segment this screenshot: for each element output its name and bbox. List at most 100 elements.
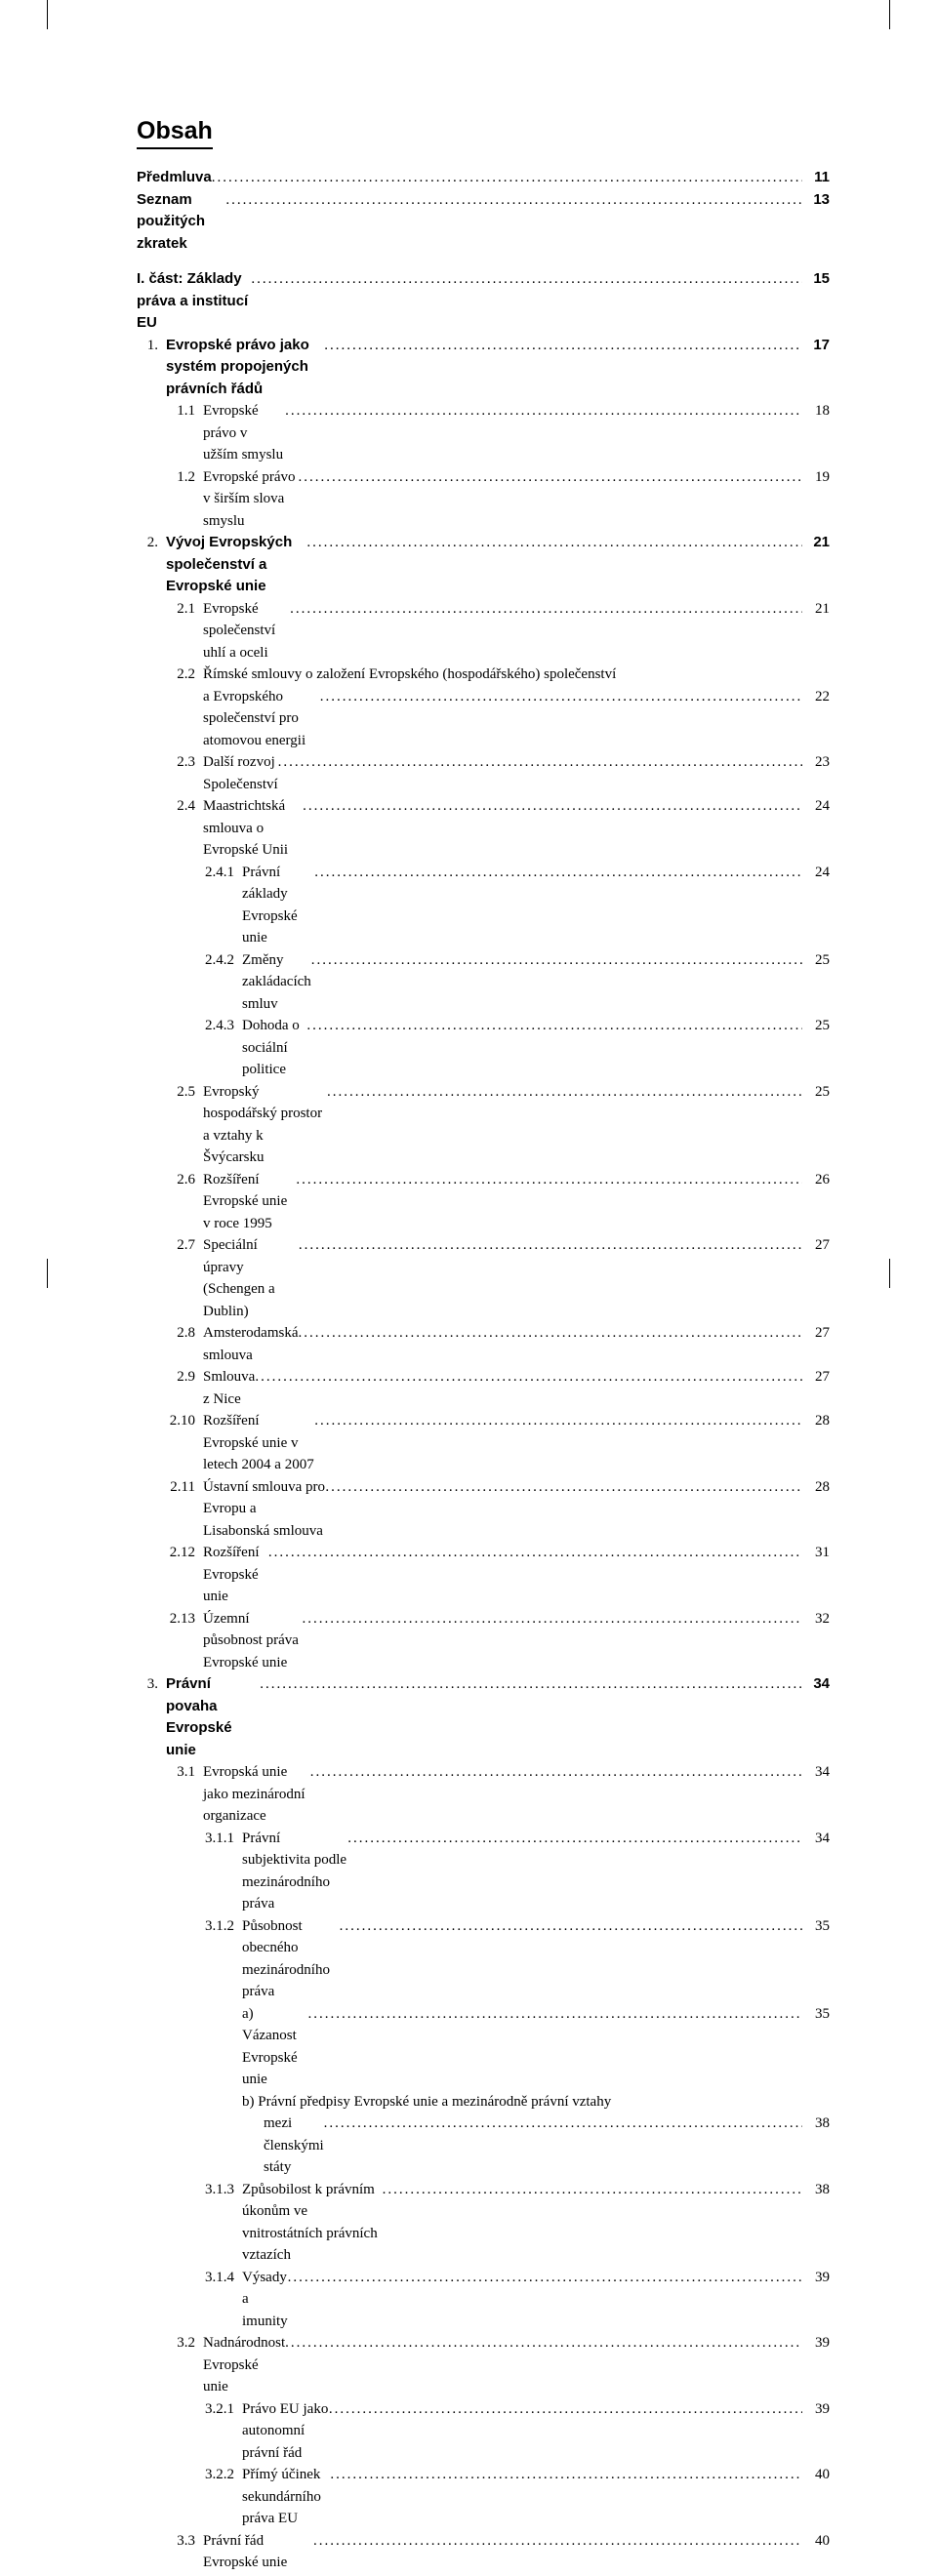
entry-number: 2.8 — [137, 1322, 203, 1345]
leader-dots — [290, 598, 802, 621]
entry-label: Amsterodamská smlouva — [203, 1322, 298, 1366]
toc-entry: 2.3Další rozvoj Společenství23 — [137, 751, 830, 795]
toc-entry: a) Vázanost Evropské unie35 — [137, 2003, 830, 2091]
entry-number: 3.3 — [137, 2530, 203, 2553]
entry-number: 3.1.4 — [137, 2267, 242, 2289]
entry-page: 35 — [802, 2003, 830, 2026]
entry-label: Evropský hospodářský prostor a vztahy k … — [203, 1081, 327, 1169]
entry-page: 28 — [802, 1410, 830, 1432]
entry-label: Nadnárodnost Evropské unie — [203, 2332, 285, 2398]
entry-page: 18 — [802, 400, 830, 423]
toc-entry: 3.Právní povaha Evropské unie34 — [137, 1673, 830, 1761]
toc-entry: I. část: Základy práva a institucí EU15 — [137, 268, 830, 335]
toc-entry: 3.2.2Přímý účinek sekundárního práva EU4… — [137, 2464, 830, 2530]
entry-page: 21 — [802, 598, 830, 621]
toc-entry: 2.4.2Změny zakládacích smluv25 — [137, 949, 830, 1016]
toc-entry: 3.1Evropská unie jako mezinárodní organi… — [137, 1761, 830, 1828]
leader-dots — [296, 1169, 802, 1191]
entry-page: 27 — [802, 1366, 830, 1389]
toc-entry: 1.1Evropské právo v užším smyslu18 — [137, 400, 830, 466]
toc-entry: 2.7Speciální úpravy (Schengen a Dublin)2… — [137, 1234, 830, 1322]
leader-dots — [308, 2003, 803, 2026]
toc-entry: 3.3Právní řád Evropské unie jako „svazku… — [137, 2530, 830, 2576]
entry-page: 39 — [802, 2332, 830, 2355]
entry-label: Rozšíření Evropské unie — [203, 1542, 268, 1608]
toc-entry: 1.Evropské právo jako systém propojených… — [137, 335, 830, 401]
leader-dots — [225, 189, 802, 212]
entry-page: 39 — [802, 2267, 830, 2289]
entry-number: 2.1 — [137, 598, 203, 621]
entry-page: 13 — [802, 189, 830, 212]
toc-entry: 2.12Rozšíření Evropské unie31 — [137, 1542, 830, 1608]
leader-dots — [303, 1608, 803, 1630]
entry-number: 1.2 — [137, 466, 203, 489]
leader-dots — [299, 1234, 802, 1257]
entry-label: Evropské právo v užším smyslu — [203, 400, 285, 466]
leader-dots — [303, 795, 802, 818]
leader-dots — [285, 2332, 802, 2355]
entry-label: Evropská unie jako mezinárodní organizac… — [203, 1761, 310, 1828]
leader-dots — [310, 1761, 802, 1784]
entry-page: 26 — [802, 1169, 830, 1191]
entry-label: Způsobilost k právním úkonům ve vnitrost… — [242, 2179, 383, 2267]
entry-number: 2.4 — [137, 795, 203, 818]
entry-label: Působnost obecného mezinárodního práva — [242, 1915, 340, 2003]
entry-label: Smlouva z Nice — [203, 1366, 255, 1410]
entry-page: 24 — [802, 862, 830, 884]
entry-page: 19 — [802, 466, 830, 489]
entry-number: 3.1 — [137, 1761, 203, 1784]
toc-entry-continuation: mezi členskými státy38 — [137, 2113, 830, 2179]
entry-label: Evropské právo jako systém propojených p… — [166, 335, 324, 401]
entry-label: Změny zakládacích smluv — [242, 949, 311, 1016]
entry-label: Výsady a imunity — [242, 2267, 288, 2333]
entry-page: 22 — [802, 686, 830, 708]
leader-dots — [313, 2530, 802, 2553]
entry-label: Právní řád Evropské unie jako „svazku st… — [203, 2530, 313, 2576]
entry-label: Rozšíření Evropské unie v letech 2004 a … — [203, 1410, 314, 1476]
spacer — [137, 255, 830, 268]
entry-number: 2.4.1 — [137, 862, 242, 884]
entry-label: Speciální úpravy (Schengen a Dublin) — [203, 1234, 299, 1322]
crop-mark — [47, 1259, 48, 1288]
entry-page: 23 — [802, 751, 830, 774]
leader-dots — [298, 1322, 802, 1345]
entry-page: 15 — [802, 268, 830, 291]
toc-entry: 3.1.2Působnost obecného mezinárodního pr… — [137, 1915, 830, 2003]
entry-label: Evropské právo v širším slova smyslu — [203, 466, 298, 533]
entry-page: 21 — [802, 532, 830, 554]
leader-dots — [325, 1476, 802, 1499]
entry-label: Další rozvoj Společenství — [203, 751, 278, 795]
entry-page: 28 — [802, 1476, 830, 1499]
entry-label: a Evropského společenství pro atomovou e… — [203, 686, 320, 752]
entry-number: 3.2.2 — [137, 2464, 242, 2486]
leader-dots — [320, 686, 802, 708]
entry-number: 3.1.3 — [137, 2179, 242, 2201]
crop-mark — [889, 1259, 890, 1288]
entry-number: 2.9 — [137, 1366, 203, 1389]
toc-entry: 2.4.3Dohoda o sociální politice25 — [137, 1015, 830, 1081]
entry-label: Evropské společenství uhlí a oceli — [203, 598, 290, 664]
leader-dots — [327, 1081, 802, 1104]
entry-label: mezi členskými státy — [242, 2113, 324, 2179]
entry-number: 2.2 — [137, 664, 203, 686]
toc-entry: 3.2Nadnárodnost Evropské unie39 — [137, 2332, 830, 2398]
page-content: Obsah Předmluva11Seznam použitých zkrate… — [0, 0, 937, 2576]
leader-dots — [251, 268, 802, 291]
entry-number: 2.6 — [137, 1169, 203, 1191]
leader-dots — [329, 2398, 802, 2421]
crop-mark — [889, 0, 890, 29]
leader-dots — [330, 2464, 802, 2486]
entry-page: 35 — [802, 1915, 830, 1938]
entry-number: 3.2.1 — [137, 2398, 242, 2421]
entry-number: 3.1.2 — [137, 1915, 242, 1938]
toc-entry: 2.10Rozšíření Evropské unie v letech 200… — [137, 1410, 830, 1476]
leader-dots — [314, 1410, 802, 1432]
toc-entry-continuation: a Evropského společenství pro atomovou e… — [137, 686, 830, 752]
toc-entry: Seznam použitých zkratek13 — [137, 189, 830, 256]
leader-dots — [306, 1015, 802, 1037]
leader-dots — [255, 1366, 802, 1389]
toc-entry: 3.1.1Právní subjektivita podle mezinárod… — [137, 1828, 830, 1915]
entry-number: 2.5 — [137, 1081, 203, 1104]
entry-label: Maastrichtská smlouva o Evropské Unii — [203, 795, 303, 862]
entry-page: 32 — [802, 1608, 830, 1630]
